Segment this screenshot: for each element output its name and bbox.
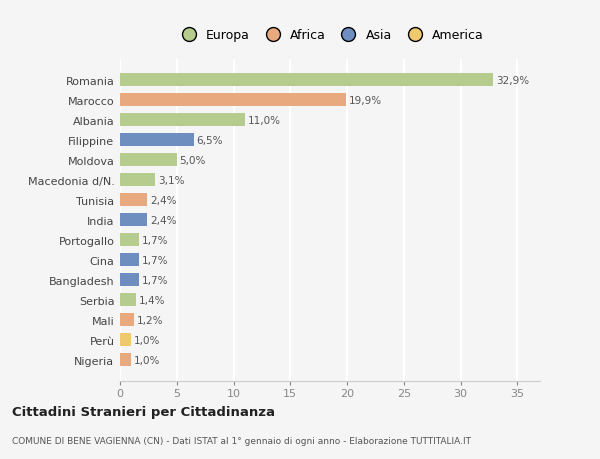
Bar xyxy=(120,313,134,326)
Text: 5,0%: 5,0% xyxy=(179,156,206,166)
Bar xyxy=(120,94,346,107)
Bar xyxy=(120,234,139,247)
Bar xyxy=(120,154,177,167)
Text: COMUNE DI BENE VAGIENNA (CN) - Dati ISTAT al 1° gennaio di ogni anno - Elaborazi: COMUNE DI BENE VAGIENNA (CN) - Dati ISTA… xyxy=(12,436,471,445)
Bar xyxy=(120,334,131,347)
Bar xyxy=(120,214,147,227)
Bar xyxy=(120,353,131,366)
Text: 1,0%: 1,0% xyxy=(134,355,161,365)
Bar xyxy=(120,274,139,286)
Text: 32,9%: 32,9% xyxy=(496,76,529,86)
Text: Cittadini Stranieri per Cittadinanza: Cittadini Stranieri per Cittadinanza xyxy=(12,405,275,419)
Bar xyxy=(120,194,147,207)
Text: 1,7%: 1,7% xyxy=(142,235,169,245)
Bar xyxy=(120,294,136,307)
Text: 1,2%: 1,2% xyxy=(136,315,163,325)
Text: 1,7%: 1,7% xyxy=(142,255,169,265)
Text: 11,0%: 11,0% xyxy=(248,116,281,126)
Legend: Europa, Africa, Asia, America: Europa, Africa, Asia, America xyxy=(171,24,489,47)
Text: 1,7%: 1,7% xyxy=(142,275,169,285)
Text: 2,4%: 2,4% xyxy=(150,215,176,225)
Text: 2,4%: 2,4% xyxy=(150,196,176,205)
Text: 1,0%: 1,0% xyxy=(134,335,161,345)
Bar xyxy=(120,174,155,187)
Text: 19,9%: 19,9% xyxy=(349,96,382,106)
Bar xyxy=(120,134,194,147)
Text: 1,4%: 1,4% xyxy=(139,295,165,305)
Text: 6,5%: 6,5% xyxy=(197,135,223,146)
Bar xyxy=(120,114,245,127)
Text: 3,1%: 3,1% xyxy=(158,175,185,185)
Bar xyxy=(120,74,493,87)
Bar xyxy=(120,254,139,267)
